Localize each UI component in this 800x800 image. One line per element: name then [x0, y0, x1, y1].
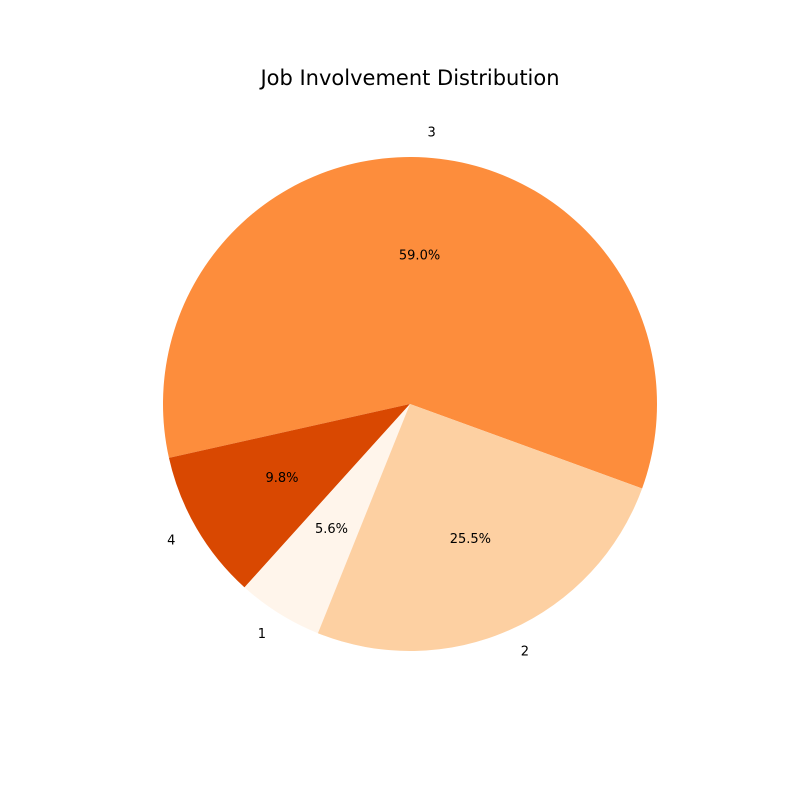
- pie-slice-3: [162, 157, 657, 489]
- percent-label-1: 5.6%: [315, 522, 348, 537]
- percent-label-3: 59.0%: [399, 249, 440, 264]
- percent-label-2: 25.5%: [450, 532, 491, 547]
- pie-labels: 3 59.0% 4 9.8% 1 5.6% 2 25.5%: [167, 125, 529, 659]
- category-label-4: 4: [167, 533, 175, 548]
- percent-label-4: 9.8%: [265, 471, 298, 486]
- category-label-1: 1: [258, 627, 266, 642]
- pie-slice-4: [168, 404, 410, 588]
- pie-slice-2: [317, 404, 643, 652]
- pie-slice-1: [244, 404, 410, 634]
- pie-slices: [162, 157, 657, 652]
- category-label-3: 3: [428, 125, 436, 140]
- chart-title: Job Involvement Distribution: [260, 66, 560, 90]
- category-label-2: 2: [521, 645, 529, 660]
